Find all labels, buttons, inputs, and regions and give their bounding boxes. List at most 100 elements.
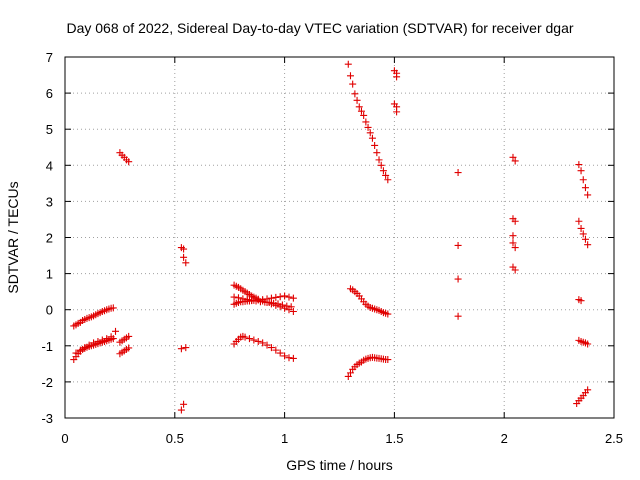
data-point [263, 341, 271, 349]
data-point [454, 312, 462, 320]
data-point [584, 191, 592, 199]
data-point [509, 239, 517, 247]
data-point [355, 103, 363, 111]
data-point [511, 217, 519, 225]
series-arc-g2 [346, 285, 392, 318]
data-point [511, 157, 519, 165]
data-point [577, 224, 585, 232]
data-point [252, 297, 260, 305]
data-point [281, 292, 289, 300]
series-arc-d [116, 344, 133, 358]
data-point [285, 293, 293, 301]
data-point [125, 332, 133, 340]
data-point [353, 96, 361, 104]
series-arc-i [454, 169, 462, 320]
series-arc-b [116, 149, 133, 166]
data-point [103, 335, 111, 343]
data-point [182, 259, 190, 267]
plot-frame [64, 56, 615, 419]
series-arc-f3 [230, 293, 295, 311]
data-point [511, 244, 519, 252]
x-tick-label: 2.5 [605, 431, 623, 446]
data-point [384, 310, 392, 318]
data-point [276, 293, 284, 301]
data-point [382, 171, 390, 179]
data-point [581, 184, 589, 192]
y-tick-label: 7 [46, 50, 53, 65]
series-arc-a2 [70, 335, 117, 364]
y-tick-label: 5 [46, 122, 53, 137]
y-tick-label: 0 [46, 303, 53, 318]
data-point [579, 176, 587, 184]
x-tick-label: 0.5 [166, 431, 184, 446]
data-point [351, 90, 359, 98]
data-point [368, 134, 376, 142]
data-point [575, 161, 583, 169]
data-point [349, 80, 357, 88]
x-tick-labels: 0 0.5 1 1.5 2 2.5 [61, 431, 623, 446]
data-point [289, 354, 297, 362]
data-point [579, 230, 587, 238]
data-point [346, 72, 354, 80]
series-arc-k2 [575, 296, 585, 305]
data-point [393, 108, 401, 116]
series-arc-j [509, 153, 519, 274]
data-point [125, 344, 133, 352]
y-axis-label: SDTVAR / TECUs [5, 181, 21, 293]
data-point [177, 345, 185, 353]
data-point [98, 336, 106, 344]
data-point [182, 344, 190, 352]
data-point [239, 295, 247, 303]
data-point [109, 304, 117, 312]
data-point [265, 298, 273, 306]
data-point [454, 275, 462, 283]
data-point [360, 111, 368, 119]
y-tick-label: -2 [41, 375, 53, 390]
data-point [112, 327, 120, 335]
data-point [254, 337, 262, 345]
x-tick-label: 1.5 [385, 431, 403, 446]
series-arc-e2 [177, 400, 188, 414]
data-point [584, 340, 592, 348]
data-point [180, 253, 188, 261]
x-tick-label: 2 [501, 431, 508, 446]
series-arc-a3 [72, 327, 120, 357]
series-arc-k4 [573, 386, 592, 408]
data-point [509, 232, 517, 240]
data-point [90, 339, 98, 347]
x-tick-label: 1 [281, 431, 288, 446]
data-point [180, 400, 188, 408]
x-axis-label: GPS time / hours [286, 457, 393, 473]
data-point [243, 296, 251, 304]
data-point [584, 241, 592, 249]
series-arc-k3 [575, 336, 592, 348]
data-point [379, 167, 387, 175]
data-point [509, 153, 517, 161]
y-tick-label: -1 [41, 339, 53, 354]
data-point [384, 356, 392, 364]
data-point [267, 294, 275, 302]
data-point [177, 406, 185, 414]
data-point [357, 107, 365, 115]
data-point [72, 349, 80, 357]
data-point [346, 369, 354, 377]
data-points [70, 60, 592, 414]
data-point [577, 167, 585, 175]
data-point [575, 217, 583, 225]
data-point [234, 294, 242, 302]
chart-title: Day 068 of 2022, Sidereal Day-to-day VTE… [66, 20, 573, 36]
data-point [76, 346, 84, 354]
data-point [289, 294, 297, 302]
data-point [366, 129, 374, 137]
y-tick-label: 1 [46, 267, 53, 282]
data-point [285, 354, 293, 362]
data-point [270, 299, 278, 307]
data-point [377, 161, 385, 169]
data-point [581, 235, 589, 243]
series-arc-a1 [70, 304, 117, 330]
series-arc-c [116, 332, 133, 346]
data-point [577, 297, 585, 305]
data-point [107, 333, 115, 341]
data-point [281, 352, 289, 360]
data-point [384, 176, 392, 184]
